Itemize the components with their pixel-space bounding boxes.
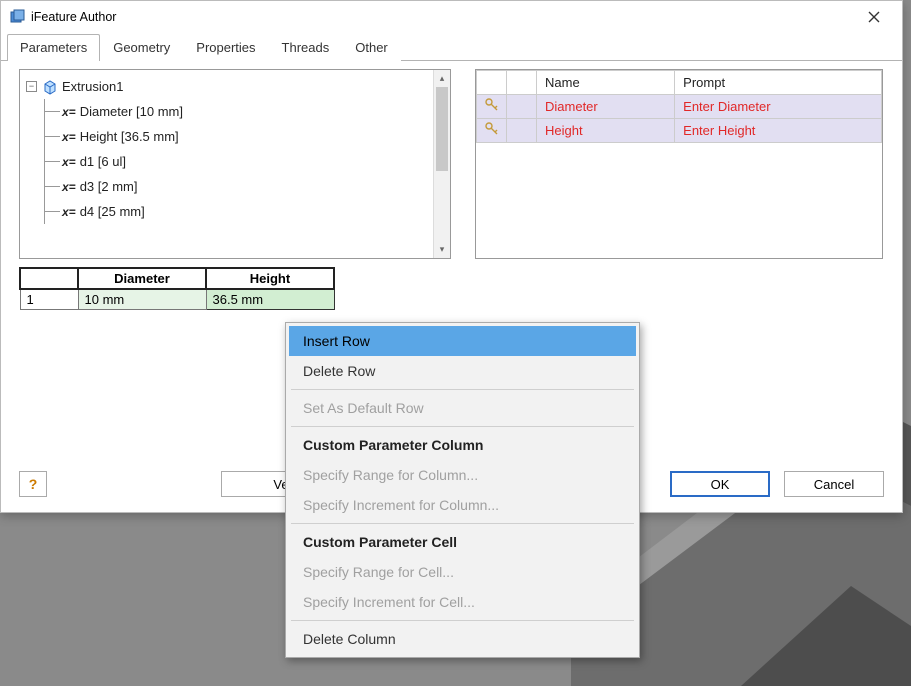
parameter-tree[interactable]: − Extrusion1 x= Diameter [10 mm] x= Height…: [19, 69, 451, 259]
grid-col-icon: [477, 71, 507, 95]
table-cell[interactable]: 10 mm: [78, 289, 206, 310]
tree-item[interactable]: x= Diameter [10 mm]: [34, 99, 431, 124]
menu-specify-range-column: Specify Range for Column...: [289, 460, 636, 490]
grid-cell-prompt[interactable]: Enter Diameter: [675, 95, 882, 119]
tree-item[interactable]: x= Height [36.5 mm]: [34, 124, 431, 149]
tab-strip: Parameters Geometry Properties Threads O…: [1, 33, 902, 61]
tree-item-label: Diameter [10 mm]: [80, 104, 183, 119]
menu-specify-increment-column: Specify Increment for Column...: [289, 490, 636, 520]
tree-item[interactable]: x= d3 [2 mm]: [34, 174, 431, 199]
tree-item-label: d4 [25 mm]: [80, 204, 145, 219]
menu-specify-range-cell: Specify Range for Cell...: [289, 557, 636, 587]
dialog-title: iFeature Author: [31, 10, 854, 24]
key-icon: [477, 95, 507, 119]
scroll-down-icon[interactable]: ▾: [434, 241, 450, 258]
grid-cell-name[interactable]: Height: [537, 119, 675, 143]
grid-col-icon2: [507, 71, 537, 95]
tree-item-label: d1 [6 ul]: [80, 154, 126, 169]
tab-threads[interactable]: Threads: [269, 34, 343, 61]
menu-separator: [291, 426, 634, 427]
grid-header-name[interactable]: Name: [537, 71, 675, 95]
tree-root[interactable]: − Extrusion1: [22, 74, 431, 99]
param-icon: x=: [62, 205, 76, 219]
cancel-button[interactable]: Cancel: [784, 471, 884, 497]
collapse-toggle-icon[interactable]: −: [26, 81, 37, 92]
cancel-label: Cancel: [814, 477, 854, 492]
ifeature-data-table[interactable]: Diameter Height 1 10 mm 36.5 mm: [19, 267, 335, 310]
tree-item-label: Height [36.5 mm]: [80, 129, 179, 144]
param-icon: x=: [62, 180, 76, 194]
extrusion-icon: [42, 79, 58, 95]
grid-row[interactable]: Diameter Enter Diameter: [477, 95, 882, 119]
table-corner: [20, 268, 78, 289]
param-icon: x=: [62, 130, 76, 144]
close-button[interactable]: [854, 3, 894, 31]
grid-cell-prompt[interactable]: Enter Height: [675, 119, 882, 143]
help-button[interactable]: ?: [19, 471, 47, 497]
tab-parameters[interactable]: Parameters: [7, 34, 100, 61]
ok-button[interactable]: OK: [670, 471, 770, 497]
blank-cell: [507, 95, 537, 119]
scroll-thumb[interactable]: [436, 87, 448, 171]
tab-properties[interactable]: Properties: [183, 34, 268, 61]
tree-root-label: Extrusion1: [62, 79, 123, 94]
menu-custom-column-header[interactable]: Custom Parameter Column: [289, 430, 636, 460]
param-icon: x=: [62, 105, 76, 119]
menu-specify-increment-cell: Specify Increment for Cell...: [289, 587, 636, 617]
context-menu[interactable]: Insert Row Delete Row Set As Default Row…: [285, 322, 640, 658]
menu-insert-row[interactable]: Insert Row: [289, 326, 636, 356]
tab-geometry[interactable]: Geometry: [100, 34, 183, 61]
menu-delete-column[interactable]: Delete Column: [289, 624, 636, 654]
ok-label: OK: [711, 477, 730, 492]
titlebar: iFeature Author: [1, 1, 902, 33]
table-cell-selected[interactable]: 36.5 mm: [206, 289, 334, 310]
row-index[interactable]: 1: [20, 289, 78, 310]
menu-set-default-row: Set As Default Row: [289, 393, 636, 423]
table-row[interactable]: 1 10 mm 36.5 mm: [20, 289, 334, 310]
grid-cell-name[interactable]: Diameter: [537, 95, 675, 119]
blank-cell: [507, 119, 537, 143]
app-icon: [9, 9, 25, 25]
tree-item[interactable]: x= d4 [25 mm]: [34, 199, 431, 224]
menu-custom-cell-header[interactable]: Custom Parameter Cell: [289, 527, 636, 557]
scroll-up-icon[interactable]: ▴: [434, 70, 450, 87]
tree-scrollbar[interactable]: ▴ ▾: [433, 70, 450, 258]
grid-header-prompt[interactable]: Prompt: [675, 71, 882, 95]
grid-row[interactable]: Height Enter Height: [477, 119, 882, 143]
menu-delete-row[interactable]: Delete Row: [289, 356, 636, 386]
selected-params-grid[interactable]: Name Prompt Diameter Enter Diameter Heig…: [475, 69, 883, 259]
table-header-diameter[interactable]: Diameter: [78, 268, 206, 289]
menu-separator: [291, 620, 634, 621]
tree-item-label: d3 [2 mm]: [80, 179, 138, 194]
menu-separator: [291, 389, 634, 390]
tab-other[interactable]: Other: [342, 34, 401, 61]
tree-item[interactable]: x= d1 [6 ul]: [34, 149, 431, 174]
menu-separator: [291, 523, 634, 524]
table-header-height[interactable]: Height: [206, 268, 334, 289]
key-icon: [477, 119, 507, 143]
param-icon: x=: [62, 155, 76, 169]
help-icon: ?: [29, 476, 38, 492]
